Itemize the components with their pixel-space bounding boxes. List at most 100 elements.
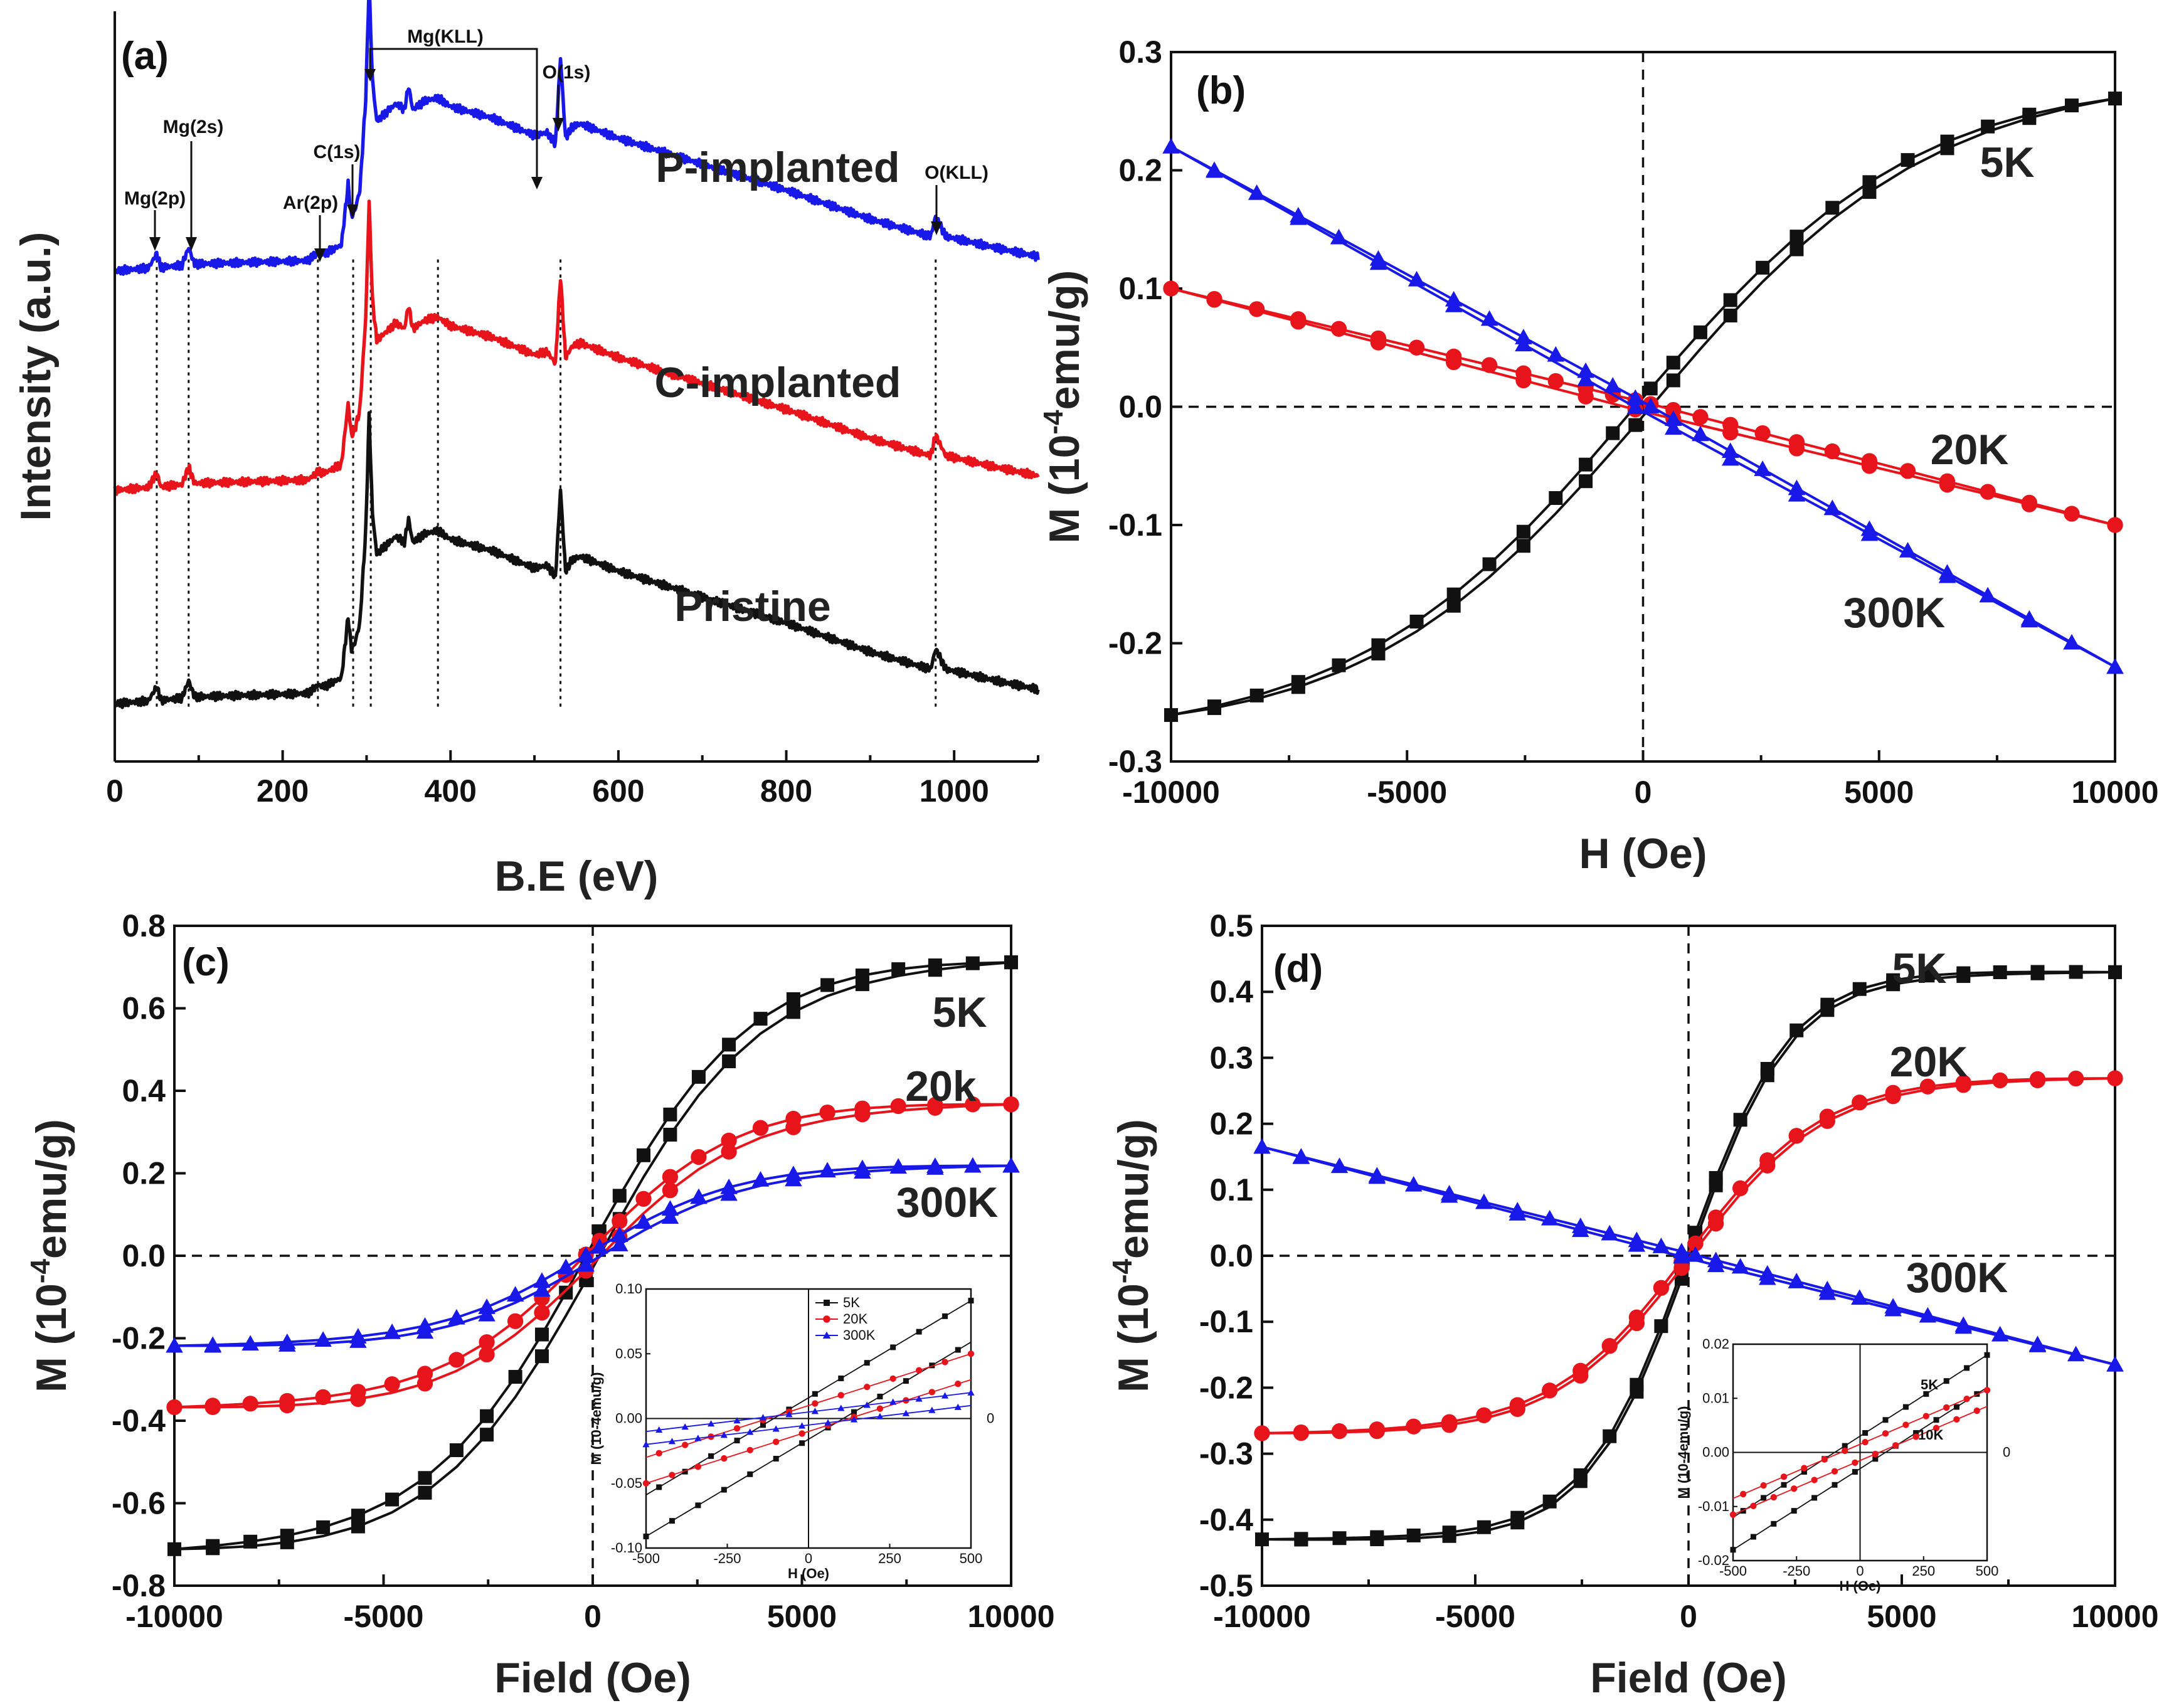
data-point-300k bbox=[690, 1188, 708, 1204]
inset-point-5k bbox=[1771, 1520, 1777, 1527]
inset-y-tick-label: 0.05 bbox=[615, 1345, 642, 1361]
data-point-5k bbox=[1482, 557, 1497, 571]
series-label-p-implanted: P-implanted bbox=[655, 144, 899, 191]
inset-point-5k bbox=[929, 1362, 935, 1369]
inset-point-5k bbox=[1750, 1534, 1756, 1540]
inset-point-10k bbox=[1933, 1424, 1940, 1431]
inset-point-10k bbox=[1831, 1468, 1838, 1475]
data-point-300k bbox=[785, 1170, 802, 1187]
inset-point-5k bbox=[1933, 1417, 1939, 1423]
inset-point-5k bbox=[838, 1375, 844, 1381]
inset-point-10k bbox=[1770, 1493, 1777, 1501]
data-point-5k bbox=[1956, 969, 1971, 984]
data-point-5k bbox=[637, 1148, 651, 1162]
data-point-5k bbox=[1516, 539, 1530, 553]
y-tick-label: -0.4 bbox=[1199, 1502, 1253, 1537]
series-label-300k: 300K bbox=[896, 1179, 999, 1226]
data-point-300k bbox=[1002, 1157, 1020, 1173]
inset-point-300k bbox=[967, 1389, 975, 1396]
data-point-5k bbox=[1666, 373, 1680, 388]
data-point-20k bbox=[1446, 354, 1462, 371]
data-point-5k bbox=[351, 1519, 365, 1534]
inset-point-20k bbox=[967, 1350, 975, 1357]
inset-point-10k bbox=[1760, 1482, 1767, 1489]
y-tick-label: 0.2 bbox=[1118, 153, 1162, 188]
panel-b: -10000 -5000 0 5000 10000 0.3 0.2 0.1 0.0 -0.1 -0.… bbox=[1038, 34, 2159, 878]
inset-point-300k bbox=[811, 1408, 819, 1414]
data-point-300k bbox=[2067, 1345, 2085, 1362]
inset-point-300k bbox=[837, 1404, 845, 1411]
inset-point-5k bbox=[708, 1453, 714, 1459]
inset-point-20k bbox=[669, 1472, 676, 1478]
x-tick-label: 0 bbox=[1635, 775, 1652, 810]
inset-point-20k bbox=[681, 1441, 689, 1448]
inset-point-300k bbox=[655, 1426, 663, 1433]
inset-point-5k bbox=[851, 1409, 857, 1415]
data-point-5k bbox=[1760, 1068, 1774, 1083]
inset-legend-label: 20K bbox=[843, 1311, 867, 1327]
peak-label-1: Mg(2s) bbox=[163, 117, 224, 137]
data-point-20k bbox=[1939, 477, 1956, 493]
inset-y-tick-label: 0.10 bbox=[615, 1281, 642, 1297]
series-line-5k-up bbox=[1170, 97, 2116, 716]
y-tick-label: 0.4 bbox=[1209, 974, 1253, 1009]
data-point-20k bbox=[507, 1313, 524, 1329]
inset-legend-marker bbox=[823, 1315, 830, 1323]
x-tick-label: 1000 bbox=[920, 773, 989, 809]
data-point-5k bbox=[1790, 230, 1804, 244]
inset-point-5k bbox=[1811, 1495, 1818, 1501]
series-label-5k: 5K bbox=[1892, 945, 1947, 992]
data-point-5k bbox=[663, 1127, 677, 1142]
inset-point-5k bbox=[1852, 1469, 1858, 1475]
data-point-5k bbox=[1693, 325, 1707, 339]
data-point-5k bbox=[855, 977, 869, 992]
y-tick-label: 0.2 bbox=[1209, 1106, 1253, 1142]
inset-point-5k bbox=[669, 1518, 675, 1524]
data-point-5k bbox=[891, 962, 906, 977]
y-axis-title: M (10-4emu/g) bbox=[1107, 1119, 1157, 1392]
x-tick-label: 0 bbox=[106, 773, 124, 809]
data-point-5k bbox=[1371, 646, 1386, 660]
data-point-5k bbox=[612, 1189, 627, 1203]
inset-point-20k bbox=[694, 1463, 702, 1470]
inset-point-5k bbox=[1730, 1547, 1736, 1553]
peak-arrow-head-0 bbox=[149, 237, 161, 251]
data-point-300k bbox=[557, 1258, 575, 1275]
x-axis-title: B.E (eV) bbox=[495, 852, 659, 900]
inset-x-tick-label: -250 bbox=[1783, 1563, 1810, 1579]
inset-point-5k bbox=[1902, 1404, 1909, 1410]
series-line-5k-down bbox=[1170, 97, 2116, 716]
data-point-300k bbox=[591, 1238, 608, 1254]
x-axis-title: Field (Oe) bbox=[494, 1654, 691, 1702]
y-tick-label: -0.3 bbox=[1199, 1436, 1253, 1472]
data-point-20k bbox=[279, 1397, 295, 1414]
data-point-5k bbox=[385, 1492, 400, 1507]
inset-point-10k bbox=[1912, 1433, 1919, 1440]
data-point-300k bbox=[751, 1171, 770, 1187]
peak-label-mg-kll: Mg(KLL) bbox=[407, 26, 484, 47]
inset-y-tick-label: 0.02 bbox=[1702, 1336, 1729, 1352]
inset-point-5k bbox=[877, 1393, 883, 1399]
inset-point-5k bbox=[1842, 1443, 1848, 1449]
inset-y-tick-label: -0.02 bbox=[1698, 1552, 1729, 1568]
inset-point-20k bbox=[915, 1367, 923, 1374]
data-point-300k bbox=[611, 1236, 628, 1251]
inset-point-20k bbox=[798, 1430, 805, 1437]
data-point-20k bbox=[721, 1132, 737, 1149]
data-point-300k bbox=[2106, 1355, 2124, 1372]
data-point-20k bbox=[1722, 424, 1739, 441]
data-point-300k bbox=[577, 1256, 595, 1272]
data-point-20k bbox=[2029, 1072, 2046, 1088]
peak-label-3: C(1s) bbox=[313, 142, 360, 162]
y-axis-title-main: M (10 bbox=[1041, 435, 1088, 544]
data-point-20k bbox=[479, 1346, 495, 1363]
series-label-5k: 5K bbox=[1980, 139, 2035, 186]
data-point-300k bbox=[1206, 162, 1223, 178]
data-point-5k bbox=[480, 1428, 494, 1442]
inset-point-5k bbox=[812, 1391, 818, 1397]
data-point-20k bbox=[752, 1120, 769, 1136]
inset-point-10k bbox=[1983, 1387, 1991, 1394]
data-point-20k bbox=[1788, 1128, 1805, 1144]
data-point-300k bbox=[1515, 336, 1532, 352]
